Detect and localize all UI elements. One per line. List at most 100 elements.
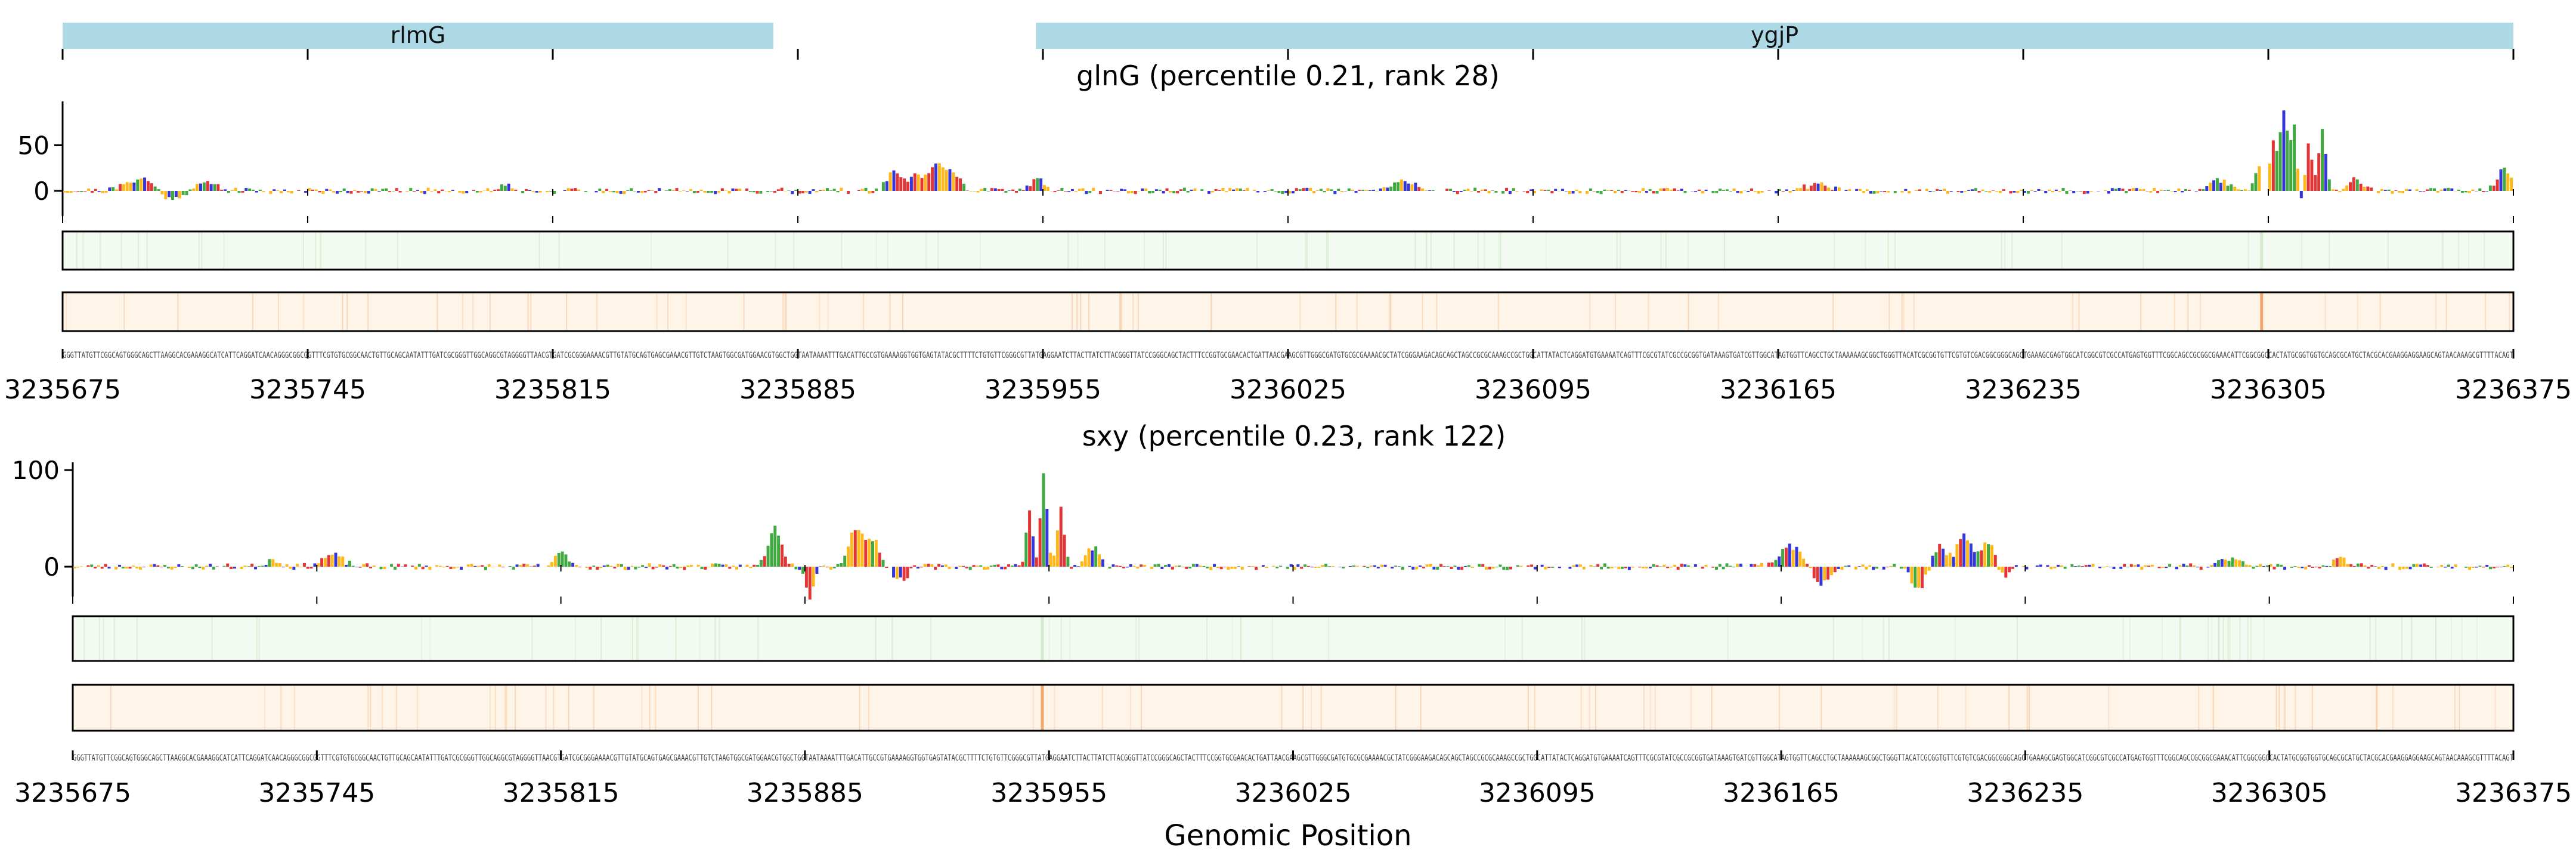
- logo-letter-G: [2398, 191, 2401, 193]
- logo-letter-C: [1349, 566, 1352, 567]
- logo-letter-G: [2269, 564, 2272, 567]
- orange-heat-track-stripe: [2295, 685, 2296, 731]
- logo-letter-C: [1373, 565, 1376, 567]
- logo-letter-A: [181, 191, 185, 195]
- logo-letter-C: [1693, 564, 1697, 567]
- logo-letter-A: [1319, 189, 1323, 191]
- x-tick-label: 3236375: [2455, 375, 2572, 405]
- logo-letter-T: [1666, 567, 1670, 568]
- logo-letter-G: [323, 558, 327, 567]
- logo-letter-G: [2159, 190, 2163, 191]
- logo-letter-A: [1066, 557, 1070, 567]
- logo-letter-C: [536, 564, 540, 567]
- logo-letter-T: [1417, 187, 1421, 191]
- green-heat-track-stripe: [930, 616, 932, 661]
- logo-letter-G: [1380, 564, 1383, 567]
- logo-letter-T: [1063, 534, 1066, 567]
- logo-letter-G: [1533, 191, 1536, 194]
- logo-letter-T: [2426, 189, 2429, 191]
- logo-letter-A: [512, 567, 515, 570]
- logo-letter-C: [460, 567, 463, 570]
- logo-letter-G: [874, 539, 878, 567]
- logo-letter-C: [2301, 567, 2304, 568]
- logo-letter-G: [1791, 549, 1795, 567]
- logo-letter-T: [522, 563, 526, 567]
- logo-letter-A: [1366, 567, 1370, 568]
- logo-letter-A: [121, 567, 125, 568]
- orange-heat-track-stripe: [1302, 685, 1304, 731]
- logo-letter-C: [1333, 191, 1337, 194]
- orange-heat-track-background: [73, 685, 2513, 731]
- logo-letter-G: [857, 530, 860, 567]
- logo-letter-A: [968, 567, 972, 570]
- logo-letter-G: [2049, 567, 2053, 570]
- green-heat-track-stripe: [558, 231, 560, 270]
- logo-letter-G: [1098, 554, 1101, 567]
- logo-letter-T: [896, 173, 899, 191]
- green-heat-track: [61, 230, 2515, 271]
- logo-letter-C: [1371, 190, 1375, 191]
- orange-heat-track-stripe: [2392, 685, 2394, 731]
- logo-letter-A: [348, 560, 351, 567]
- logo-letter-G: [1806, 189, 1809, 191]
- logo-letter-G: [804, 191, 808, 193]
- logo-letter-T: [411, 566, 414, 567]
- orange-heat-track-stripe: [1595, 685, 1597, 731]
- logo-letter-G: [1945, 555, 1948, 567]
- logo-letter-C: [1837, 567, 1840, 569]
- orange-heat-track-stripe: [530, 292, 532, 331]
- logo-letter-G: [1990, 545, 1993, 567]
- green-heat-track-stripe: [2211, 616, 2213, 661]
- logo-letter-C: [1085, 191, 1088, 194]
- logo-letter-T: [847, 191, 850, 194]
- green-heat-track-stripe: [2207, 616, 2209, 661]
- logo-letter-C: [1407, 183, 1410, 191]
- logo-letter-C: [2035, 565, 2039, 567]
- logo-letter-A: [717, 564, 721, 567]
- orange-heat-track-stripe: [1101, 685, 1103, 731]
- logo-letter-A: [881, 182, 885, 191]
- logo-letter-G: [104, 191, 108, 193]
- logo-letter-G: [1421, 188, 1425, 191]
- logo-letter-T: [2156, 191, 2160, 193]
- logo-letter-G: [1126, 191, 1130, 194]
- logo-letter-C: [1736, 191, 1739, 193]
- logo-letter-G: [1908, 191, 1911, 194]
- logo-letter-A: [1875, 567, 1878, 569]
- logo-letter-C: [2163, 190, 2166, 191]
- panel-sxy: sxy (percentile 0.23, rank 122) 0100GGGT…: [12, 420, 2572, 808]
- orange-heat-track-stripe: [367, 685, 369, 731]
- logo-letter-C: [1778, 556, 1781, 567]
- logo-letter-G: [498, 564, 501, 567]
- logo-letter-G: [202, 567, 205, 570]
- logo-letter-G: [2048, 189, 2051, 191]
- logo-letter-G: [1169, 191, 1172, 193]
- logo-letter-G: [2051, 191, 2054, 193]
- logo-letter-G: [1317, 567, 1321, 568]
- logo-letter-A: [756, 565, 760, 567]
- logo-letter-T: [776, 189, 780, 191]
- logo-letter-G: [76, 567, 79, 568]
- logo-letter-G: [1614, 191, 1617, 193]
- logo-letter-G: [470, 564, 473, 567]
- green-heat-track-stripe: [2441, 231, 2443, 270]
- green-heat-track-stripe: [2435, 616, 2437, 661]
- logo-letter-C: [1379, 189, 1382, 191]
- logo-letter-T: [651, 567, 655, 570]
- green-heat-track-stripe: [223, 231, 225, 270]
- logo-letter-C: [1263, 191, 1267, 192]
- logo-letter-G: [1645, 567, 1649, 568]
- logo-letter-C: [2499, 169, 2503, 191]
- green-heat-track-stripe: [1135, 616, 1137, 661]
- logo-letter-G: [278, 563, 281, 567]
- logo-letter-C: [2072, 191, 2076, 193]
- logo-letter-T: [216, 184, 220, 191]
- logo-letter-A: [1397, 182, 1400, 191]
- logo-letter-G: [170, 567, 174, 570]
- logo-letter-T: [1219, 567, 1223, 570]
- green-heat-track-stripe: [1060, 616, 1062, 661]
- logo-letter-G: [1087, 548, 1091, 567]
- logo-letter-G: [2030, 190, 2033, 191]
- logo-letter-G: [296, 563, 299, 567]
- x-tick-label: 3236305: [2210, 375, 2327, 405]
